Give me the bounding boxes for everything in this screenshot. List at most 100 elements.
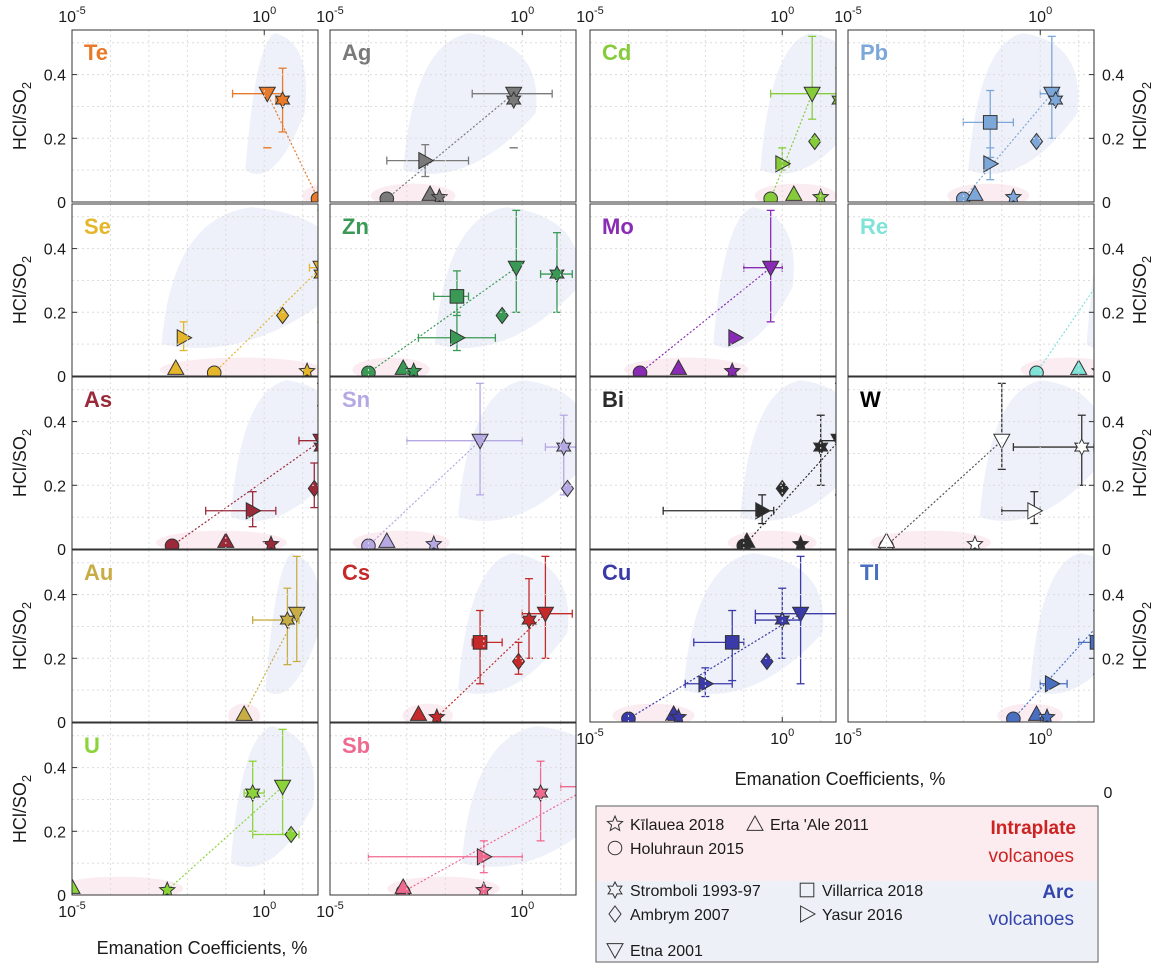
data-point-circle [621, 711, 636, 722]
trend-line [962, 93, 1053, 200]
x-tick-exponent: 0 [788, 727, 794, 739]
data-point-triangle [72, 878, 81, 894]
circle-marker [310, 191, 318, 202]
y-tick-label: 0 [57, 195, 66, 212]
data-point-triangle-right [417, 311, 497, 352]
y-axis-label: HCl/SO2 [10, 82, 34, 150]
legend-entry-label: Ambrym 2007 [630, 907, 730, 924]
panel-frame [329, 722, 577, 896]
y-axis-label-right: HCl/SO2 [1130, 82, 1154, 150]
data-point-star5 [723, 361, 742, 376]
star6-marker [313, 269, 318, 279]
triangle-down-marker [1101, 261, 1117, 275]
y-tick-label: 0.4 [1102, 242, 1124, 259]
circle-marker [763, 191, 778, 202]
y-axis-label: HCl/SO2 [10, 775, 34, 843]
x-tick-label: 10-5 [316, 5, 344, 26]
panel-sb: Sb 10-5 100 [316, 722, 577, 921]
data-point-star6 [831, 67, 836, 139]
y-tick-label: 0.2 [44, 305, 66, 322]
y-tick-label: 0.4 [1102, 415, 1124, 432]
legend-arc-subtitle: volcanoes [988, 909, 1074, 930]
data-point-diamond [511, 641, 526, 675]
panel-cd: Cd 10-5 100 [576, 5, 837, 203]
data-point-triangle-down [308, 209, 318, 323]
triangle-down-marker [1101, 607, 1117, 621]
star5-marker [723, 361, 742, 376]
arc-envelope [740, 380, 836, 521]
y-tick-label: 0 [57, 369, 66, 386]
y-axis-label: HCl/SO2 [10, 256, 34, 324]
data-point-triangle-down [298, 382, 318, 496]
data-point-triangle-down [406, 382, 523, 496]
y-tick-label: 0 [1102, 542, 1111, 559]
triangle-down-marker [507, 260, 526, 277]
x-tick-label: 10-5 [834, 727, 862, 748]
triangle-right-marker [698, 674, 715, 693]
y-tick-label: 0 [57, 715, 66, 732]
x-tick-exponent: -5 [76, 5, 86, 17]
arc-envelope [683, 553, 824, 694]
circle-marker [379, 191, 395, 202]
data-point-star5 [1004, 187, 1023, 202]
triangle-marker [377, 532, 396, 548]
element-label: Te [84, 40, 108, 65]
y-tick-label: 0.2 [1102, 478, 1124, 495]
triangle-down-marker [287, 606, 306, 623]
triangle-marker [746, 814, 764, 831]
y-tick-label: 0.2 [44, 131, 66, 148]
x-tick-label: 10-5 [58, 5, 86, 26]
legend-entry-label: Erta 'Ale 2011 [770, 817, 869, 834]
data-point-star5 [158, 880, 177, 895]
data-point-triangle-right [176, 321, 193, 352]
circle-marker [361, 538, 376, 549]
triangle-down-marker [273, 779, 292, 796]
stray-label: 0 [1104, 785, 1113, 802]
panel-background [848, 204, 1094, 376]
x-tick-exponent: -5 [334, 5, 344, 17]
legend-entry-square: Villarrica 2018 [799, 882, 923, 900]
trend-line [628, 613, 801, 720]
legend-entry-label: Kīlauea 2018 [630, 817, 724, 834]
legend-entry-label: Villarrica 2018 [822, 883, 923, 900]
triangle-marker [669, 359, 688, 375]
legend-entry-triangle-down: Etna 2001 [606, 943, 703, 960]
star6-marker [313, 442, 318, 452]
panel-frame [589, 29, 837, 203]
x-tick-label: 10-5 [58, 900, 86, 921]
y-tick-label: 0.2 [44, 478, 66, 495]
x-tick-exponent: -5 [852, 727, 862, 739]
trend-line [770, 93, 813, 200]
panel-frame [71, 29, 319, 203]
star6-marker [532, 783, 549, 803]
star5-marker [262, 534, 280, 549]
star6-marker [505, 90, 522, 110]
panel-w: W 0 0.2 0.4 HCl/SO2 [847, 376, 1154, 559]
triangle-right-marker [176, 328, 193, 347]
panel-mo: Mo [589, 203, 837, 377]
triangle-right-marker [728, 328, 745, 347]
triangle-right-marker [245, 501, 262, 520]
intraplate-envelope [387, 876, 500, 895]
triangle-right-marker [800, 905, 817, 923]
data-point-diamond [275, 306, 290, 325]
panel-content [231, 33, 318, 202]
intraplate-envelope [870, 530, 991, 549]
y-axis-label-subscript: 2 [19, 256, 34, 263]
x-tick-exponent: 0 [1046, 727, 1052, 739]
trend-line [166, 786, 283, 891]
data-point-triangle [669, 359, 688, 375]
trend-line [368, 440, 481, 547]
square-marker [982, 115, 998, 130]
panel-frame [71, 549, 319, 723]
star6-marker [1073, 437, 1090, 457]
panel-re: Re 0 0.2 0.4 HCl/SO2 [847, 203, 1154, 386]
diamond-marker [608, 905, 622, 923]
x-tick-exponent: -5 [76, 900, 86, 912]
x-tick-label: 10-5 [576, 727, 604, 748]
data-point-circle [1029, 365, 1044, 376]
triangle-right-marker [450, 328, 466, 347]
data-point-star5 [404, 361, 423, 376]
data-point-star5 [427, 707, 446, 722]
panel-content [947, 33, 1079, 202]
